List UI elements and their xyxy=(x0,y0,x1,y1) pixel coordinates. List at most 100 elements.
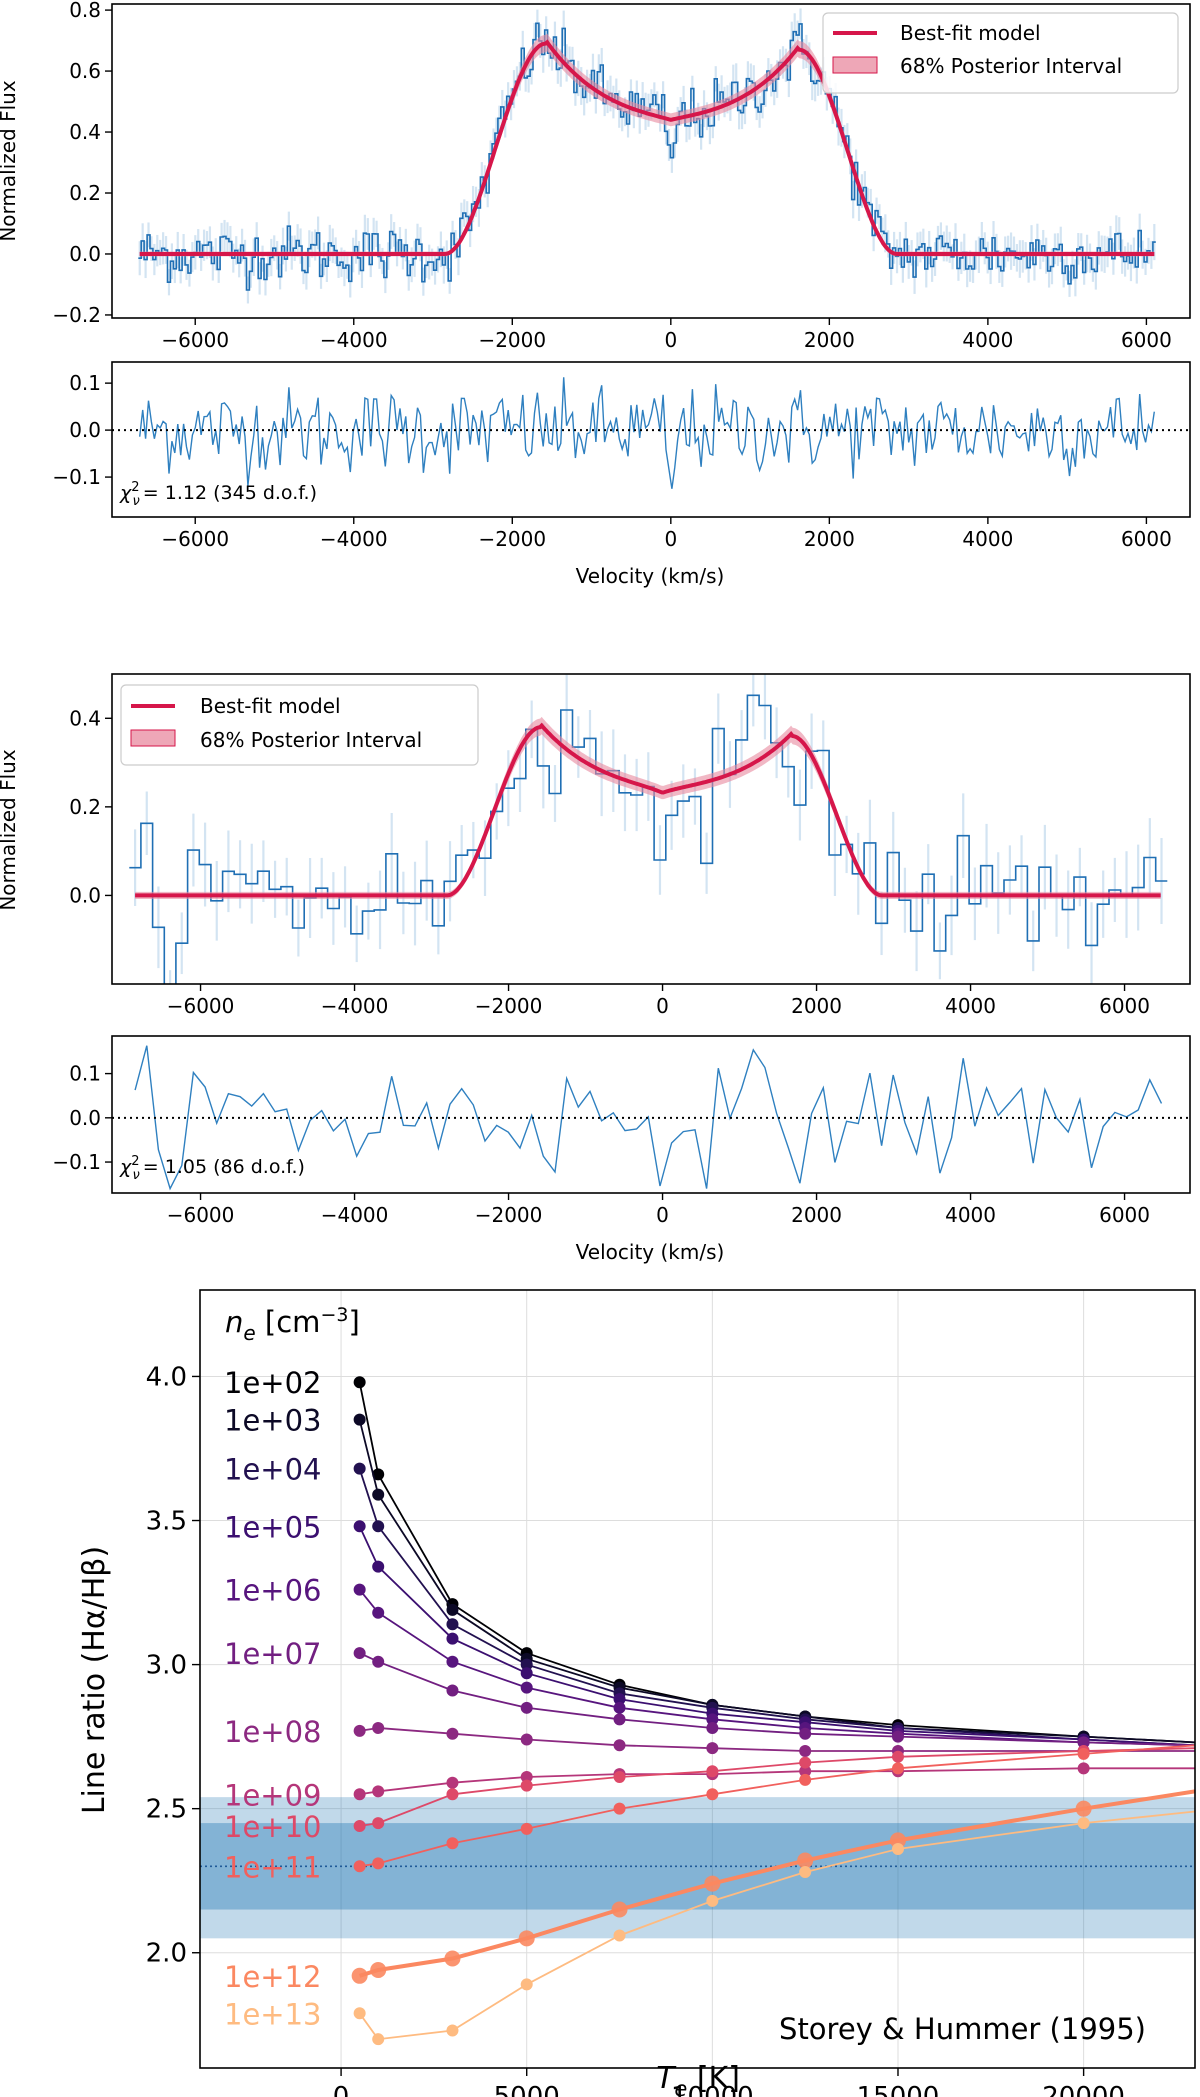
density-label: 1e+10 xyxy=(224,1810,322,1844)
x-tick-label: −6000 xyxy=(167,994,235,1018)
y-tick-label: 3.5 xyxy=(146,1507,187,1537)
series-line xyxy=(358,1525,1195,1747)
y-tick-label: 0.4 xyxy=(69,706,101,730)
residual-2-frame xyxy=(111,1035,1191,1194)
density-label: 1e+04 xyxy=(224,1453,322,1487)
residual-1-x-label: Velocity (km/s) xyxy=(576,564,725,588)
observed-2sigma-band xyxy=(200,1797,1195,1939)
series-point xyxy=(370,1962,387,1979)
series-line xyxy=(359,1727,1195,1752)
spectrum-1-x-ticks: −6000 −4000 −2000 0 2000 4000 6000 xyxy=(161,318,1172,352)
x-tick-label: −6000 xyxy=(161,527,229,551)
series-point xyxy=(706,1894,719,1907)
x-tick-label: 6000 xyxy=(1121,527,1172,551)
y-tick-label: 4.0 xyxy=(146,1362,187,1392)
x-tick-label: 4000 xyxy=(962,527,1013,551)
y-tick-label: 0.1 xyxy=(69,371,101,395)
series-point xyxy=(1077,1762,1090,1775)
y-tick-label: 0.0 xyxy=(69,418,101,442)
series-point xyxy=(1075,1800,1092,1817)
line-ratio-y-label: Line ratio (Hα/Hβ) xyxy=(77,1546,112,1814)
x-tick-label: 0 xyxy=(664,527,677,551)
series-1e+04 xyxy=(353,1462,1195,1747)
x-tick-label: −2000 xyxy=(475,994,543,1018)
series-point xyxy=(353,1860,366,1873)
x-tick-label: 6000 xyxy=(1121,328,1172,352)
series-point xyxy=(446,1788,459,1801)
legend-best-fit-label: Best-fit model xyxy=(200,694,341,718)
x-tick-label: 0 xyxy=(664,328,677,352)
y-tick-label: 0.8 xyxy=(69,0,101,22)
series-point xyxy=(1077,1817,1090,1830)
x-tick-label: −2000 xyxy=(475,1203,543,1227)
series-point xyxy=(353,1583,366,1596)
density-label: 1e+09 xyxy=(224,1778,322,1812)
series-line xyxy=(358,1419,1195,1744)
series-line xyxy=(359,1747,1195,1827)
series-point xyxy=(446,1776,459,1789)
spectrum-1-y-label: Normalized Flux xyxy=(0,80,20,242)
series-1e+06 xyxy=(353,1583,1195,1749)
series-point xyxy=(797,1852,814,1869)
series-point xyxy=(799,1727,812,1740)
y-tick-label: 0.1 xyxy=(69,1062,101,1086)
x-tick-label: 4000 xyxy=(945,994,996,1018)
series-point xyxy=(444,1950,461,1967)
y-tick-label: 0.6 xyxy=(69,59,101,83)
y-tick-label: 0.0 xyxy=(69,883,101,907)
series-point xyxy=(613,1802,626,1815)
y-tick-label: 0.2 xyxy=(69,795,101,819)
residual-line xyxy=(134,1045,1163,1191)
series-1e+09 xyxy=(353,1762,1195,1801)
series-point xyxy=(372,1857,385,1870)
series-1e+11 xyxy=(353,1744,1195,1873)
residual-2-x-label: Velocity (km/s) xyxy=(576,1240,725,1264)
series-point xyxy=(520,1779,533,1792)
x-tick-label: 2000 xyxy=(791,1203,842,1227)
line-ratio-y-ticks: 2.0 2.5 3.0 3.5 4.0 xyxy=(146,1362,200,1969)
flux-error-bars xyxy=(134,674,1163,984)
series-point xyxy=(799,1866,812,1879)
spectrum-2-y-label: Normalized Flux xyxy=(0,749,20,911)
residual-2-y-ticks: −0.1 0.0 0.1 xyxy=(52,1062,112,1174)
series-point xyxy=(799,1756,812,1769)
spectrum-2-data xyxy=(129,674,1168,984)
spectrum-2-legend: Best-fit model 68% Posterior Interval xyxy=(120,684,479,766)
x-tick-label: 0 xyxy=(656,1203,669,1227)
line-ratio-grid xyxy=(200,1290,1195,2068)
residual-1-frame xyxy=(111,361,1191,518)
spectrum-1-legend: Best-fit model 68% Posterior Interval xyxy=(822,12,1179,94)
series-1e+08 xyxy=(353,1721,1195,1758)
series-point xyxy=(799,1773,812,1786)
series-point xyxy=(353,1788,366,1801)
x-tick-label: 5000 xyxy=(494,2082,560,2097)
series-point xyxy=(372,1606,385,1619)
series-point xyxy=(353,2007,366,2020)
series-point xyxy=(353,1647,366,1660)
y-tick-label: −0.1 xyxy=(52,465,101,489)
x-tick-label: 6000 xyxy=(1099,994,1150,1018)
series-point xyxy=(372,1468,385,1481)
series-line xyxy=(359,1652,1195,1747)
residual-1-x-ticks: −6000 −4000 −2000 0 2000 4000 6000 xyxy=(161,517,1172,551)
x-tick-label: 20000 xyxy=(1042,2082,1125,2097)
density-label: 1e+07 xyxy=(224,1637,322,1671)
density-legend-title: ne [cm−3] xyxy=(225,1304,360,1345)
series-point xyxy=(372,1817,385,1830)
series-point xyxy=(353,1819,366,1832)
x-tick-label: −4000 xyxy=(320,527,388,551)
x-tick-label: 10000 xyxy=(671,2082,754,2097)
density-label: 1e+02 xyxy=(224,1366,322,1400)
series-point xyxy=(799,1765,812,1778)
legend-best-fit-label: Best-fit model xyxy=(900,21,1041,45)
x-tick-label: 2000 xyxy=(791,994,842,1018)
series-point xyxy=(613,1929,626,1942)
x-tick-label: −6000 xyxy=(167,1203,235,1227)
series-point xyxy=(520,1681,533,1694)
series-1e+02 xyxy=(353,1376,1195,1744)
best-fit-model-line xyxy=(139,39,1155,256)
series-line xyxy=(358,1589,1195,1747)
series-point xyxy=(706,1721,719,1734)
y-tick-label: 2.0 xyxy=(146,1939,187,1969)
series-point xyxy=(446,1655,459,1668)
